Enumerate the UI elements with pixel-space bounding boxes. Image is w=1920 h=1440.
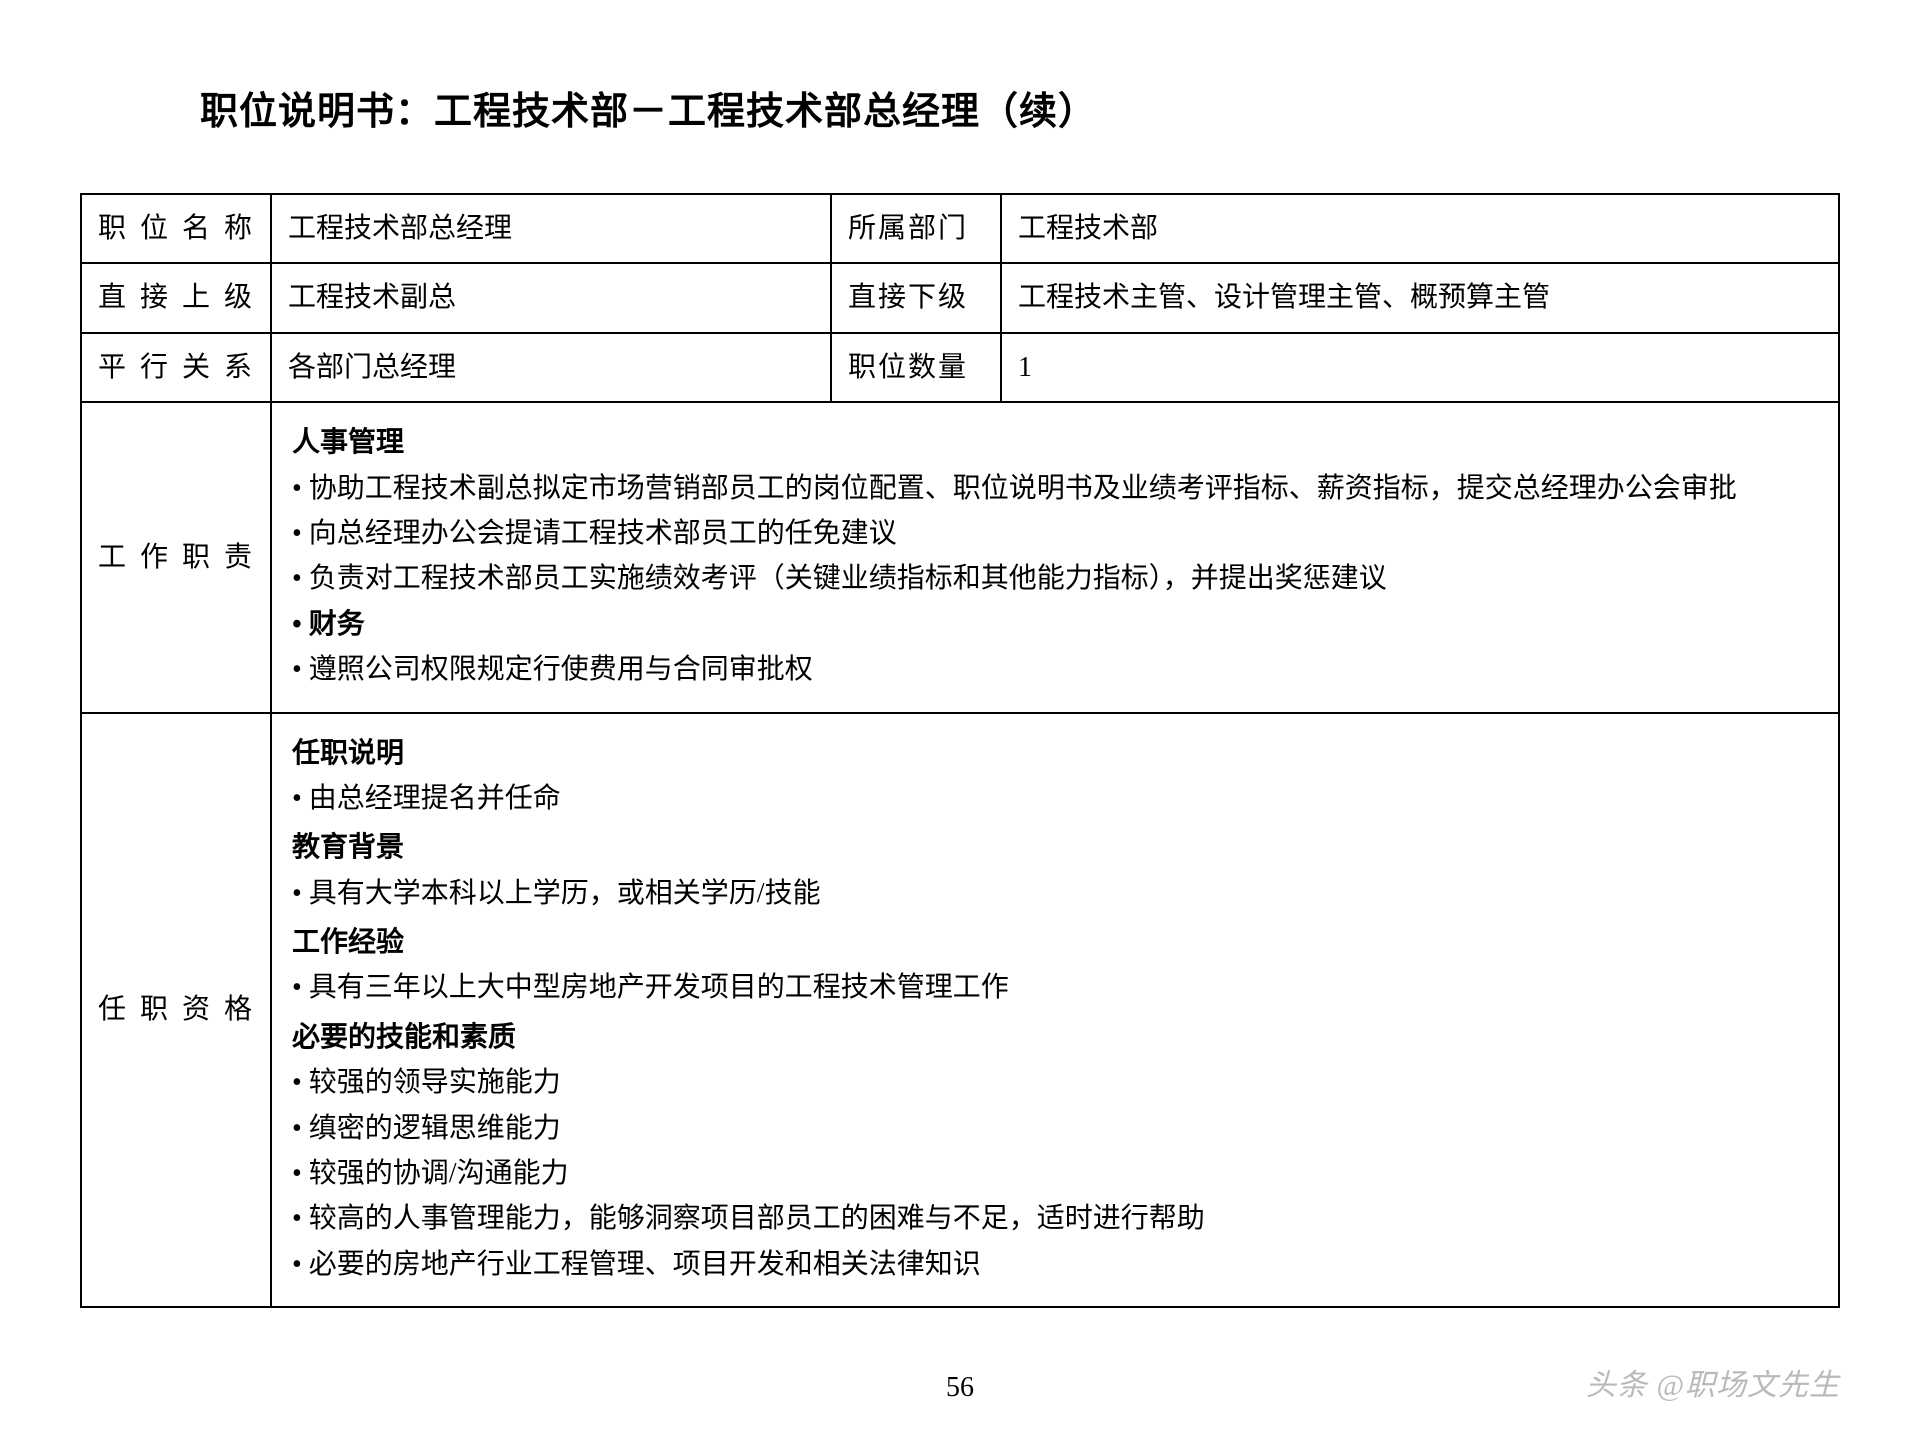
value-subordinate: 工程技术主管、设计管理主管、概预算主管 <box>1001 263 1839 332</box>
row-duties: 工作职责 人事管理• 协助工程技术副总拟定市场营销部员工的岗位配置、职位说明书及… <box>81 402 1839 712</box>
bullet-item: • 必要的房地产行业工程管理、项目开发和相关法律知识 <box>292 1243 1818 1286</box>
label-position-name: 职位名称 <box>81 194 271 263</box>
bullet-item: • 较高的人事管理能力，能够洞察项目部员工的困难与不足，适时进行帮助 <box>292 1197 1818 1240</box>
watermark-text: 头条 @职场文先生 <box>1586 1360 1840 1404</box>
value-duties: 人事管理• 协助工程技术副总拟定市场营销部员工的岗位配置、职位说明书及业绩考评指… <box>271 402 1839 712</box>
row-qualification: 任职资格 任职说明• 由总经理提名并任命教育背景• 具有大学本科以上学历，或相关… <box>81 713 1839 1308</box>
value-supervisor: 工程技术副总 <box>271 263 831 332</box>
section-heading: 人事管理 <box>292 421 1818 464</box>
bullet-item: • 由总经理提名并任命 <box>292 777 1818 820</box>
bullet-item: • 遵照公司权限规定行使费用与合同审批权 <box>292 648 1818 691</box>
label-peer: 平行关系 <box>81 333 271 402</box>
bullet-item: • 较强的协调/沟通能力 <box>292 1152 1818 1195</box>
value-department: 工程技术部 <box>1001 194 1839 263</box>
label-subordinate: 直接下级 <box>831 263 1001 332</box>
page-title: 职位说明书：工程技术部－工程技术部总经理（续） <box>200 80 1840 135</box>
label-duties: 工作职责 <box>81 402 271 712</box>
label-quantity: 职位数量 <box>831 333 1001 402</box>
section-heading: 任职说明 <box>292 732 1818 775</box>
bullet-item: • 协助工程技术副总拟定市场营销部员工的岗位配置、职位说明书及业绩考评指标、薪资… <box>292 467 1818 510</box>
value-qualification: 任职说明• 由总经理提名并任命教育背景• 具有大学本科以上学历，或相关学历/技能… <box>271 713 1839 1308</box>
value-position-name: 工程技术部总经理 <box>271 194 831 263</box>
job-description-table: 职位名称 工程技术部总经理 所属部门 工程技术部 直接上级 工程技术副总 直接下… <box>80 193 1840 1308</box>
label-supervisor: 直接上级 <box>81 263 271 332</box>
value-quantity: 1 <box>1001 333 1839 402</box>
section-heading: • 财务 <box>292 603 1818 646</box>
bullet-item: • 负责对工程技术部员工实施绩效考评（关键业绩指标和其他能力指标），并提出奖惩建… <box>292 557 1818 600</box>
bullet-item: • 向总经理办公会提请工程技术部员工的任免建议 <box>292 512 1818 555</box>
section-heading: 教育背景 <box>292 826 1818 869</box>
section-heading: 必要的技能和素质 <box>292 1016 1818 1059</box>
row-position: 职位名称 工程技术部总经理 所属部门 工程技术部 <box>81 194 1839 263</box>
row-supervisor: 直接上级 工程技术副总 直接下级 工程技术主管、设计管理主管、概预算主管 <box>81 263 1839 332</box>
label-qualification: 任职资格 <box>81 713 271 1308</box>
section-heading: 工作经验 <box>292 921 1818 964</box>
bullet-item: • 具有大学本科以上学历，或相关学历/技能 <box>292 872 1818 915</box>
row-peer: 平行关系 各部门总经理 职位数量 1 <box>81 333 1839 402</box>
bullet-item: • 较强的领导实施能力 <box>292 1061 1818 1104</box>
bullet-item: • 缜密的逻辑思维能力 <box>292 1107 1818 1150</box>
value-peer: 各部门总经理 <box>271 333 831 402</box>
bullet-item: • 具有三年以上大中型房地产开发项目的工程技术管理工作 <box>292 966 1818 1009</box>
label-department: 所属部门 <box>831 194 1001 263</box>
